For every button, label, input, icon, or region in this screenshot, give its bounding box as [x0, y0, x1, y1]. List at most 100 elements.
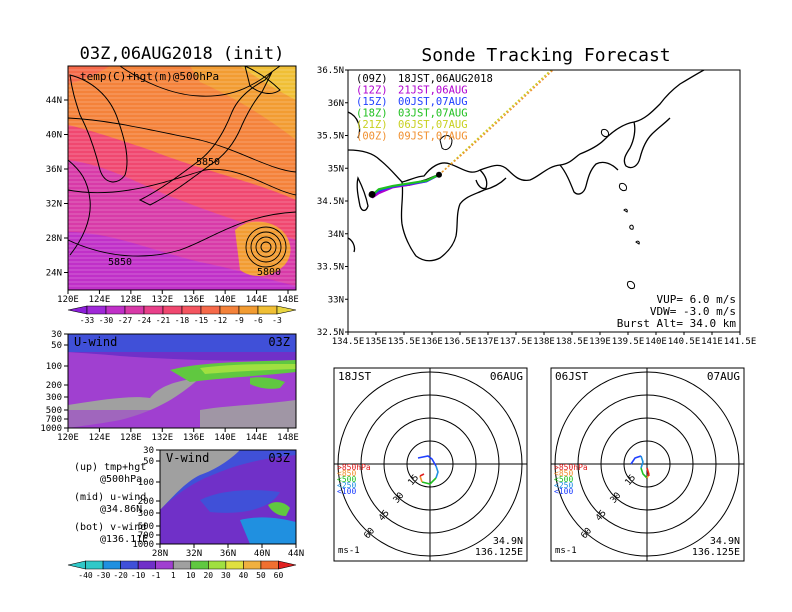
contour-label-3: 5800	[257, 267, 281, 278]
hodo-level-label: <100	[554, 487, 573, 496]
u-lon-label: 140E	[214, 433, 236, 443]
typhoon-contour-3	[250, 231, 282, 263]
wind-colorbar-label: 10	[186, 571, 196, 580]
v-pressure-label: 100	[138, 478, 154, 488]
legend-bot-2: @136.11E	[100, 534, 148, 545]
hodo-level-label: <250	[554, 481, 573, 490]
coastline-hokkaido	[244, 66, 281, 94]
track-legend-time: 03JST,07AUG	[398, 108, 468, 120]
coast-kii-south	[400, 177, 507, 262]
u-wind-jet-core	[200, 364, 296, 374]
v-wind-green	[268, 502, 290, 516]
track-lon-label: 135.5E	[388, 337, 421, 347]
temp-colorbar-swatch	[67, 305, 88, 315]
track-lat-label: 34.5N	[317, 197, 344, 207]
track-lat-label: 34N	[328, 230, 344, 240]
u-pressure-label: 100	[46, 362, 62, 372]
u-wind-calm-2	[200, 400, 296, 428]
track-lat-label: 35.5N	[317, 132, 344, 142]
temp-colorbar-swatch	[276, 305, 297, 315]
v-lat-label: 32N	[186, 549, 202, 559]
hodo-date: 07AUG	[707, 370, 740, 383]
coast-kii-honshu	[348, 70, 705, 183]
wind-colorbar-label: 40	[239, 571, 249, 580]
wind-colorbar-label: -30	[96, 571, 111, 580]
legend-mid-2: @34.86N	[100, 504, 142, 515]
u-pressure-label: 50	[51, 341, 62, 351]
sonde-params: VUP= 6.0 m/s VDW= -3.0 m/s Burst Alt= 34…	[617, 293, 737, 330]
temp-colorbar-swatch	[181, 305, 202, 315]
legend-up-1: (up) tmp+hgt	[74, 462, 146, 473]
u-pressure-label: 1000	[40, 424, 62, 434]
temp-colorbar-label: -15	[194, 316, 209, 325]
temp-colorbar-label: -3	[272, 316, 282, 325]
height-contour-1	[68, 117, 296, 173]
track-legend-label: (12Z)	[356, 85, 388, 97]
temp-500hpa-map: temp(C)+hgt(m)@500hPa 5850 5850 5800	[68, 66, 296, 290]
launch-point	[436, 171, 442, 178]
wind-colorbar-label: 1	[171, 571, 176, 580]
height-contour-4	[119, 66, 281, 97]
coastline-japan	[138, 71, 273, 206]
track-background	[348, 70, 740, 332]
temp-colorbar: -33 -30 -27 -24 -21 -18 -15 -12 -9 -6 -3	[67, 305, 297, 325]
track-lon-label: 139E	[589, 337, 611, 347]
track-ticks: 134.5E 135E 135.5E 136E 136.5E 137E 137.5E 138E…	[317, 66, 756, 347]
height-contour-2	[68, 168, 296, 196]
temp-colorbar-swatch	[162, 305, 183, 315]
hodo-lat: 34.9N	[493, 536, 523, 547]
track-lon-label: 138E	[533, 337, 555, 347]
track-lat-label: 33N	[328, 295, 344, 305]
v-pressure-label: 1000	[132, 540, 154, 550]
island-6	[601, 129, 609, 137]
map-lat-label: 32N	[46, 200, 62, 210]
hodo-lon: 136.125E	[475, 547, 523, 558]
v-pressure-label: 200	[138, 497, 154, 507]
vdw-text: VDW= -3.0 m/s	[650, 305, 736, 318]
island-1	[619, 183, 627, 191]
v-wind-gray	[160, 450, 240, 510]
temp-colorbar-swatch	[124, 305, 145, 315]
temp-colorbar-swatch	[86, 305, 107, 315]
track-legend-time: 21JST,06AUG	[398, 85, 468, 97]
island-4	[635, 240, 640, 245]
hodo-trace-3	[419, 475, 423, 483]
sonde-tracks	[368, 70, 555, 199]
track-legend-label: (18Z)	[356, 108, 388, 120]
map-lon-label: 128E	[120, 295, 142, 305]
wind-colorbar-label: 60	[274, 571, 284, 580]
wind-colorbar-label: 50	[256, 571, 266, 580]
temp-colorbar-swatch	[219, 305, 240, 315]
track-series-5	[438, 70, 555, 176]
v-pressure-label: 50	[143, 457, 154, 467]
temp-colorbar-label: -27	[118, 316, 133, 325]
u-lon-label: 132E	[151, 433, 173, 443]
temp-colorbar-swatch	[238, 305, 259, 315]
temp-colorbar-label: -12	[213, 316, 228, 325]
hodo-level-label: <100	[337, 487, 356, 496]
hodo-time: 18JST	[338, 370, 371, 383]
u-lon-label: 120E	[57, 433, 79, 443]
v-pressure-label: 300	[138, 509, 154, 519]
hodo-level-label: >850hPa	[554, 463, 588, 472]
u-pressure-label: 200	[46, 381, 62, 391]
legend-up-2: @500hPa	[100, 474, 142, 485]
island-2	[623, 208, 628, 213]
u-wind-strat-2	[68, 352, 296, 361]
map-subtitle: temp(C)+hgt(m)@500hPa	[80, 70, 219, 83]
track-lat-label: 32.5N	[317, 328, 344, 338]
wind-colorbar-label: -20	[113, 571, 128, 580]
temp-colorbar-swatch	[143, 305, 164, 315]
track-legend-label: (21Z)	[356, 119, 388, 131]
map-frame	[67, 65, 297, 291]
typhoon-contour-4	[245, 226, 287, 268]
hodo-level-label: <850	[337, 469, 356, 478]
hodo-trace-2	[640, 467, 648, 479]
temp-colorbar-label: -24	[137, 316, 152, 325]
typhoon-contour-1	[260, 241, 272, 253]
wind-colorbar: -40 -30 -20 -10 -1 1 10 20 30 40 50 60	[67, 560, 297, 580]
v-wind-time: 03Z	[268, 451, 290, 465]
coastline-korea	[69, 74, 128, 183]
temp-colorbar-label: -6	[253, 316, 263, 325]
